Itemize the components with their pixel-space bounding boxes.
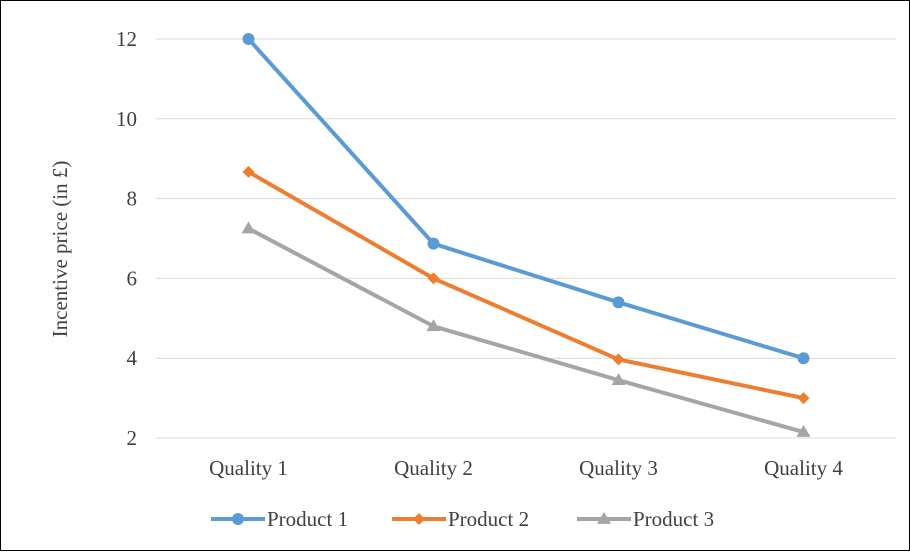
series-line xyxy=(246,169,806,401)
series-line xyxy=(246,226,806,435)
legend-item: Product 1 xyxy=(211,507,348,531)
y-axis-ticks: 2 4 6 8 10 12 xyxy=(116,27,138,450)
grid-lines xyxy=(156,38,896,439)
legend-label: Product 2 xyxy=(448,507,529,531)
y-tick-label: 12 xyxy=(116,27,137,51)
data-point xyxy=(242,165,255,178)
series-line xyxy=(246,37,806,361)
legend-label: Product 1 xyxy=(267,507,348,531)
y-tick-label: 2 xyxy=(127,426,138,450)
y-axis-title: Incentive price (in £) xyxy=(48,161,72,338)
y-tick-label: 8 xyxy=(127,187,138,211)
legend-marker xyxy=(413,513,425,525)
x-tick-label: Quality 2 xyxy=(394,456,473,480)
y-tick-label: 4 xyxy=(127,346,138,370)
x-tick-label: Quality 4 xyxy=(764,456,843,480)
legend-label: Product 3 xyxy=(633,507,714,531)
data-point xyxy=(796,425,811,437)
x-axis-ticks: Quality 1 Quality 2 Quality 3 Quality 4 xyxy=(209,456,843,480)
data-point xyxy=(612,296,625,309)
legend-item: Product 3 xyxy=(577,507,714,531)
legend: Product 1 Product 2 Product 3 xyxy=(211,507,714,531)
x-tick-label: Quality 1 xyxy=(209,456,288,480)
series-layer xyxy=(241,33,811,437)
data-point xyxy=(797,352,810,365)
y-tick-label: 10 xyxy=(116,107,137,131)
data-point xyxy=(427,272,440,285)
series-1 xyxy=(242,33,810,365)
series-3 xyxy=(241,221,811,437)
series-2 xyxy=(242,165,810,405)
data-point xyxy=(427,237,440,250)
data-point xyxy=(426,319,441,332)
y-tick-label: 6 xyxy=(127,266,138,290)
data-point xyxy=(241,221,256,234)
data-point xyxy=(242,33,255,45)
legend-marker xyxy=(597,512,611,524)
legend-item: Product 2 xyxy=(392,507,529,531)
legend-marker xyxy=(232,513,244,525)
data-point xyxy=(612,353,625,366)
data-point xyxy=(611,373,626,386)
x-tick-label: Quality 3 xyxy=(579,456,658,480)
data-point xyxy=(797,392,810,405)
